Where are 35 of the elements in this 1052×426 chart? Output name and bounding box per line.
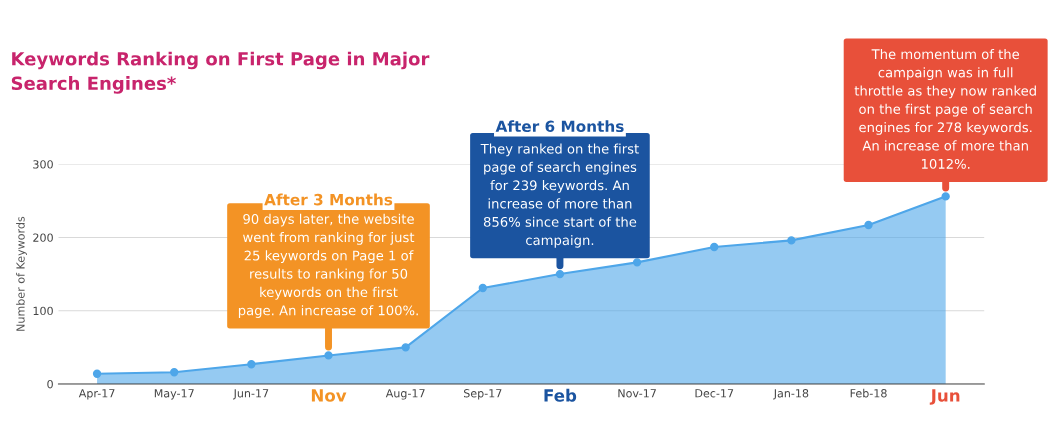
x-tick-label: Feb [544, 388, 577, 402]
annotation: The momentum of the campaign was in full throttle as they now ranked on the first page of search engines for 278 keywords. An increase of more than 1012%. [854, 48, 1036, 169]
y-tick-label: 100 [33, 306, 53, 316]
y-tick-label: 300 [33, 160, 53, 169]
point [247, 360, 256, 369]
annotation: 90 days later, the website went from ranking for just 25 keywords on Page 1 of results to ranking for 50 keywords on the first page. An increase of 100%. [238, 213, 418, 318]
y-axis-title: Number of Keywords [16, 216, 27, 331]
y-tick-label: 200 [33, 233, 53, 242]
annotation: After 3 Months [264, 193, 393, 206]
x-tick-label: May-17 [154, 389, 194, 400]
annotation: They ranked on the first page of search engines for 239 keywords. An increase of more than 856% since start of the campaign. [480, 143, 639, 248]
x-tick-label: Jun [929, 389, 960, 405]
chart-title: Keywords Ranking on First Page in Major Search Engines* [11, 51, 430, 94]
point [632, 258, 642, 267]
x-tick-label: Feb-18 [850, 388, 887, 398]
x-tick-label: Sep-17 [463, 389, 502, 400]
text: After 6 Months [495, 120, 624, 133]
point [710, 242, 719, 252]
x-tick-label: Jun-17 [233, 389, 269, 400]
x-tick-label: Nov-17 [618, 389, 656, 398]
point [478, 283, 487, 293]
y-tick-label: 0 [47, 379, 53, 389]
point [555, 269, 565, 279]
point [92, 369, 102, 378]
point [787, 236, 796, 245]
point [864, 220, 873, 230]
x-tick-label: Dec-17 [695, 389, 734, 398]
x-tick-label: Apr-17 [78, 389, 115, 400]
x-tick-label: Nov [311, 389, 347, 402]
point [170, 368, 179, 377]
point [324, 351, 333, 360]
x-tick-label: Jan-18 [773, 389, 809, 400]
x-tick-label: Aug-17 [385, 389, 425, 400]
point [941, 192, 950, 201]
point [401, 343, 410, 352]
